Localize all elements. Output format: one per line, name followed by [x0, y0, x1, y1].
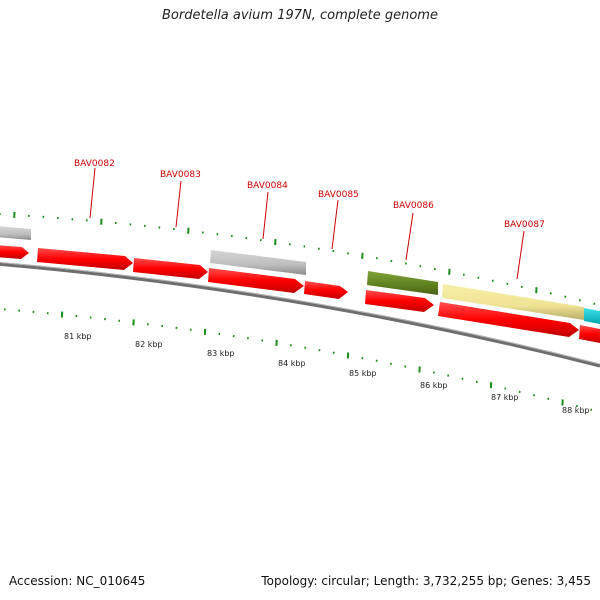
- gene-arrow-red: [579, 325, 600, 343]
- kbp-label-83: 83 kbp: [207, 349, 235, 358]
- kbp-label-84: 84 kbp: [278, 359, 306, 368]
- kbp-label-85: 85 kbp: [349, 369, 377, 378]
- kbp-label-86: 86 kbp: [420, 381, 448, 390]
- gene-arrow-red: [438, 302, 579, 337]
- gene-label-bav0084: BAV0084: [247, 181, 288, 191]
- accession-text: Accession: NC_010645: [9, 574, 146, 588]
- gene-arrow-red: [304, 281, 348, 299]
- lower-tick-row: [3, 308, 593, 411]
- gene-arrow-red: [133, 258, 208, 279]
- gene-label-bav0087: BAV0087: [504, 220, 545, 230]
- kbp-label-88: 88 kbp: [562, 406, 590, 415]
- map-title: Bordetella avium 197N, complete genome: [162, 8, 438, 23]
- genome-stats-text: Topology: circular; Length: 3,732,255 bp…: [261, 574, 591, 588]
- gene-block-cyan: [584, 308, 600, 324]
- gene-label-bav0086: BAV0086: [393, 201, 434, 211]
- genome-backbone: [0, 262, 600, 368]
- upper-tick-row: [0, 211, 596, 305]
- gene-block-gray: [210, 250, 306, 275]
- gene-arrow-red: [0, 245, 29, 259]
- gene-label-leaders: [89, 167, 525, 280]
- gene-arrow-red: [208, 268, 304, 293]
- gene-block-olive: [367, 271, 438, 295]
- gene-block-gray-left: [0, 226, 31, 240]
- gene-label-bav0082: BAV0082: [74, 159, 115, 169]
- gene-label-bav0083: BAV0083: [160, 170, 201, 180]
- gene-block-khaki: [442, 284, 584, 320]
- gene-arrow-red: [37, 248, 133, 270]
- genome-backbone-highlight: [0, 261, 600, 365]
- gene-arrow-red: [365, 290, 434, 312]
- kbp-label-81: 81 kbp: [64, 332, 92, 341]
- gene-label-bav0085: BAV0085: [318, 190, 359, 200]
- kbp-label-87: 87 kbp: [491, 393, 519, 402]
- kbp-label-82: 82 kbp: [135, 340, 163, 349]
